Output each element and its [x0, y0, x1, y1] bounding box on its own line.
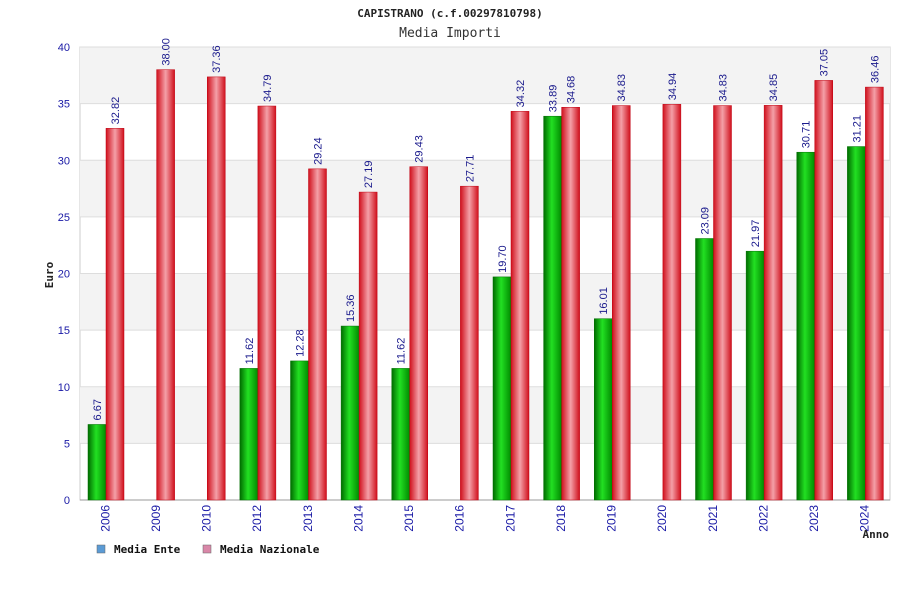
data-label-media-nazionale: 34.83	[616, 74, 628, 102]
x-tick-label: 2010	[200, 505, 214, 532]
data-labels: 6.67 32.82 38.00 37.36 11.62 34.79 12.28 29.24 1…	[92, 38, 881, 420]
y-axis-ticks: 0 5 10 15 20 25 30 35 40	[58, 42, 70, 507]
bar-media-ente	[543, 115, 562, 501]
bar-media-ente	[290, 360, 309, 501]
x-tick-label: 2006	[98, 505, 112, 532]
data-label-media-ente: 30.71	[801, 121, 813, 149]
bar-media-nazionale	[207, 76, 226, 501]
x-tick-label: 2024	[858, 505, 872, 532]
x-axis-ticks: 2006 2009 2010 2012 2013 2014 2015 2016 2017 2018…	[98, 505, 871, 532]
x-tick-label: 2017	[503, 505, 517, 532]
legend-label: Media Nazionale	[220, 543, 320, 556]
data-label-media-ente: 31.21	[851, 115, 863, 143]
y-tick-label: 25	[58, 212, 70, 224]
bar-media-ente	[847, 146, 866, 501]
x-axis-label: Anno	[863, 528, 890, 541]
bar-media-nazionale	[460, 185, 479, 501]
x-tick-label: 2016	[453, 505, 467, 532]
data-label-media-nazionale: 38.00	[161, 38, 173, 66]
data-label-media-nazionale: 34.32	[515, 80, 527, 108]
data-label-media-nazionale: 37.05	[819, 49, 831, 77]
data-label-media-ente: 16.01	[598, 287, 610, 315]
data-label-media-ente: 12.28	[295, 329, 307, 357]
bar-media-ente	[745, 250, 765, 501]
x-tick-label: 2014	[351, 505, 365, 532]
x-tick-label: 2019	[605, 505, 619, 532]
data-label-media-nazionale: 29.43	[414, 135, 426, 163]
bar-media-nazionale	[358, 191, 378, 501]
data-label-media-nazionale: 32.82	[110, 97, 122, 125]
data-label-media-nazionale: 27.19	[363, 161, 375, 189]
data-label-media-nazionale: 36.46	[869, 56, 881, 84]
x-tick-label: 2022	[756, 505, 770, 532]
bar-media-ente	[796, 151, 815, 501]
x-tick-label: 2018	[554, 505, 568, 532]
bar-media-nazionale	[105, 128, 125, 501]
x-tick-label: 2012	[250, 505, 264, 532]
data-label-media-ente: 21.97	[750, 220, 762, 248]
data-label-media-nazionale: 34.68	[566, 76, 578, 104]
data-label-media-ente: 19.70	[497, 245, 509, 273]
bar-media-nazionale	[156, 69, 175, 501]
bar-media-nazionale	[257, 105, 277, 501]
bar-media-nazionale	[713, 105, 732, 501]
x-tick-label: 2020	[655, 505, 669, 532]
bar-media-nazionale	[814, 80, 833, 501]
data-label-media-ente: 6.67	[92, 399, 104, 420]
x-tick-label: 2013	[301, 505, 315, 532]
bars	[87, 69, 884, 501]
bar-media-nazionale	[561, 106, 580, 501]
bar-media-ente	[492, 276, 512, 501]
x-tick-label: 2023	[807, 505, 821, 532]
data-label-media-nazionale: 34.94	[667, 73, 679, 101]
x-tick-label: 2015	[402, 505, 416, 532]
data-label-media-nazionale: 29.24	[313, 137, 325, 165]
bar-media-ente	[239, 368, 259, 501]
y-tick-label: 15	[58, 325, 70, 337]
legend-label: Media Ente	[114, 543, 181, 556]
y-tick-label: 5	[64, 438, 70, 450]
data-label-media-ente: 11.62	[244, 338, 256, 365]
y-tick-label: 30	[58, 155, 70, 167]
data-label-media-nazionale: 34.83	[718, 74, 730, 102]
bar-media-nazionale	[612, 105, 631, 501]
legend-swatch	[96, 544, 106, 554]
data-label-media-nazionale: 27.71	[464, 155, 476, 183]
bar-media-nazionale	[510, 111, 530, 501]
bar-media-ente	[695, 238, 714, 501]
data-label-media-nazionale: 37.36	[211, 45, 223, 73]
y-axis-label: Euro	[43, 261, 56, 288]
y-tick-label: 20	[58, 269, 70, 281]
y-tick-label: 35	[58, 99, 70, 111]
data-label-media-ente: 11.62	[396, 338, 408, 365]
y-tick-label: 10	[58, 382, 70, 394]
data-label-media-ente: 15.36	[345, 295, 357, 323]
bar-media-nazionale	[409, 166, 428, 501]
data-label-media-nazionale: 34.85	[768, 74, 780, 102]
bar-media-ente	[340, 325, 360, 501]
data-label-media-nazionale: 34.79	[262, 74, 274, 102]
data-label-media-ente: 23.09	[700, 207, 712, 235]
bar-media-ente	[87, 424, 107, 501]
bar-media-nazionale	[865, 86, 884, 501]
bar-media-ente	[594, 318, 613, 501]
y-tick-label: 40	[58, 42, 70, 54]
legend-swatch	[202, 544, 212, 554]
bar-media-ente	[391, 368, 410, 501]
chart-subtitle: Media Importi	[399, 26, 501, 41]
x-tick-label: 2021	[706, 505, 720, 532]
legend: Media Ente Media Nazionale	[96, 543, 320, 556]
data-label-media-ente: 33.89	[548, 85, 560, 113]
bar-media-nazionale	[763, 105, 783, 501]
x-tick-label: 2009	[149, 505, 163, 532]
bar-media-nazionale	[662, 104, 682, 501]
chart-title: CAPISTRANO (c.f.00297810798)	[357, 7, 542, 20]
bar-media-nazionale	[308, 168, 327, 501]
y-tick-label: 0	[64, 495, 70, 507]
